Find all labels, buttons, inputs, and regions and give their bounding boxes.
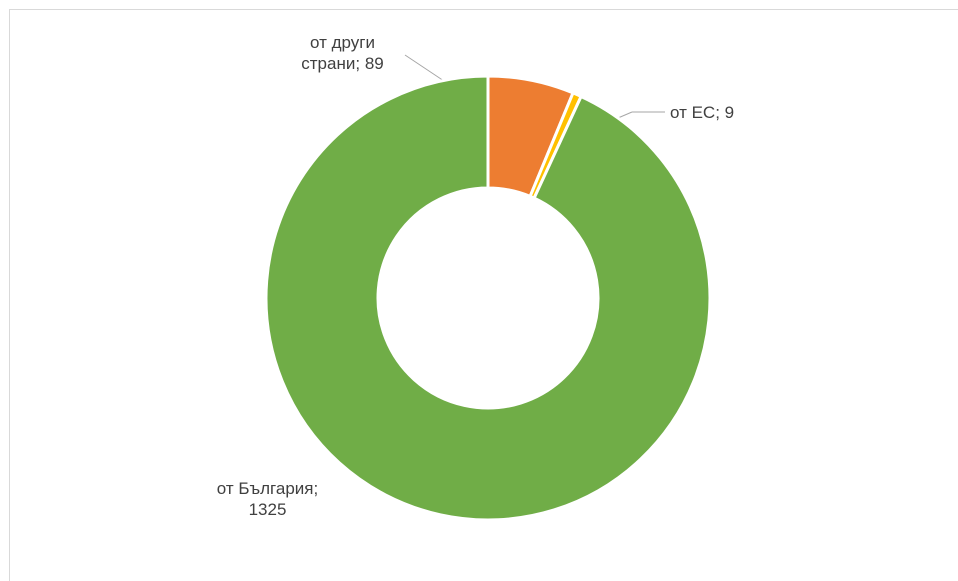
label-category: от ЕС [670,103,716,122]
data-label: от България; 1325 [205,478,330,520]
data-label: от ЕС; 9 [670,102,790,123]
label-value: 89 [364,54,384,73]
label-separator: ; [355,54,365,73]
label-value: 9 [724,103,735,122]
label-category: от други страни [301,33,375,73]
label-value: 1325 [248,500,287,519]
donut-slice [264,74,712,522]
label-separator: ; [313,479,319,498]
label-category: от България [216,479,314,498]
chart-frame [9,9,958,581]
data-label: от други страни; 89 [285,32,400,74]
label-separator: ; [715,103,725,122]
